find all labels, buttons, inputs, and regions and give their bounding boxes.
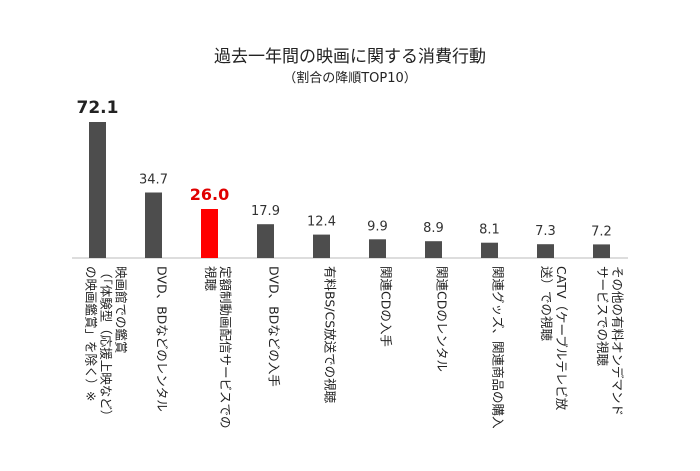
category-label-5: 有料BS/CS放送での視聴 [323, 266, 338, 404]
category-label-1-line-1: 映画館での鑑賞 [114, 266, 129, 354]
category-label-2: DVD、BDなどのレンタル [155, 266, 170, 412]
value-labels-group: 72.1 34.7 26.0 17.9 12.4 9.9 8.9 8.1 7.3 7.2 [77, 98, 612, 239]
value-label-1: 72.1 [77, 98, 119, 118]
bar-10 [593, 244, 610, 258]
category-label-9-line-1: CATV（ケーブルテレビ放 [554, 266, 569, 411]
bar-2 [145, 192, 162, 258]
chart-title: 過去一年間の映画に関する消費行動 [214, 47, 486, 67]
category-label-3-line-2: 視聴 [203, 266, 218, 292]
category-label-4: DVD、BDなどの入手 [267, 266, 282, 387]
category-label-1-line-2: （「体験型（応援上映など） [99, 266, 114, 422]
value-label-8: 8.1 [479, 223, 500, 238]
bar-6 [369, 239, 386, 258]
bars-group [89, 122, 610, 258]
category-label-5-line-1: 有料BS/CS放送での視聴 [323, 266, 338, 404]
category-label-8: 関連グッズ、関連商品の購入 [491, 266, 506, 429]
category-label-8-line-1: 関連グッズ、関連商品の購入 [491, 266, 506, 429]
value-label-10: 7.2 [591, 224, 612, 239]
bar-8 [481, 242, 498, 258]
category-label-10-line-2: サービスでの視聴 [595, 266, 610, 367]
value-label-9: 7.3 [535, 224, 556, 239]
category-label-7-line-1: 関連CDのレンタル [435, 266, 450, 372]
bar-9 [537, 244, 554, 258]
category-label-9-line-2: 送）での視聴 [539, 266, 554, 342]
chart-subtitle: （割合の降順TOP10） [283, 70, 417, 86]
value-label-7: 8.9 [423, 221, 444, 236]
value-label-2: 34.7 [139, 173, 168, 188]
bar-1 [89, 122, 106, 258]
category-label-4-line-1: DVD、BDなどの入手 [267, 266, 282, 387]
category-label-1: 映画館での鑑賞（「体験型（応援上映など）の映画鑑賞」を除く）※ [84, 266, 129, 422]
bar-3 [201, 209, 218, 258]
value-label-6: 9.9 [367, 219, 388, 234]
category-label-7: 関連CDのレンタル [435, 266, 450, 372]
category-label-6-line-1: 関連CDの入手 [379, 266, 394, 347]
value-label-3: 26.0 [190, 185, 229, 204]
category-labels-group: 映画館での鑑賞（「体験型（応援上映など）の映画鑑賞」を除く）※ DVD、BDなどの… [84, 266, 626, 429]
value-label-5: 12.4 [307, 215, 336, 230]
bar-5 [313, 234, 330, 258]
bar-7 [425, 241, 442, 258]
category-label-10-line-1: その他の有料オンデマンド [610, 266, 625, 416]
value-label-4: 17.9 [251, 204, 280, 219]
category-label-6: 関連CDの入手 [379, 266, 394, 347]
category-label-3-line-1: 定額制動画配信サービスでの [218, 266, 233, 429]
bar-4 [257, 224, 274, 258]
category-label-1-line-3: の映画鑑賞」を除く）※ [84, 266, 99, 401]
category-label-2-line-1: DVD、BDなどのレンタル [155, 266, 170, 412]
